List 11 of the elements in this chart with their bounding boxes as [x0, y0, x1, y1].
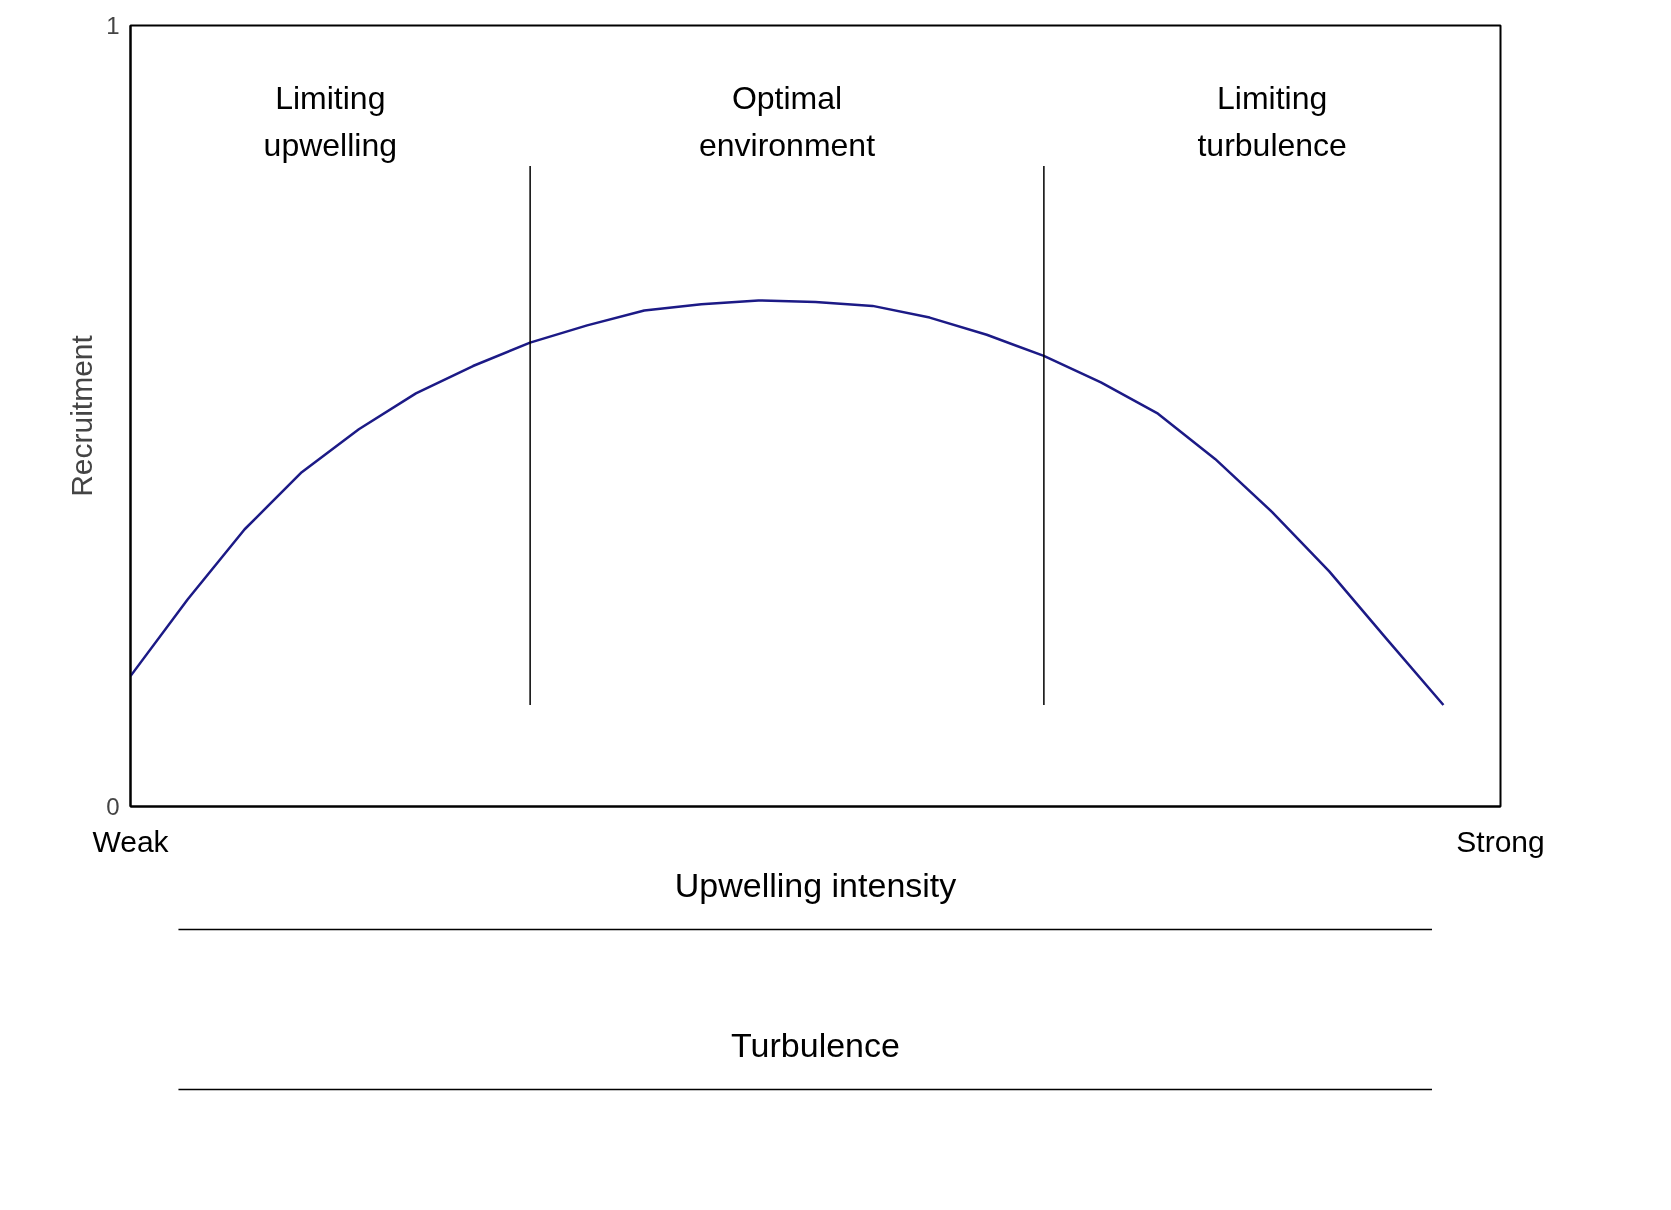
x-axis-title: Upwelling intensity [674, 865, 957, 904]
x-tick-label: Strong [1456, 824, 1545, 858]
annotation: Limiting turbulence [1197, 80, 1347, 163]
x-tick-label: Weak [92, 824, 170, 858]
text: Turbulence [731, 1025, 900, 1064]
y-axis-title: Recruitment [65, 334, 99, 497]
y-tick-label: 0 [106, 793, 120, 820]
annotation: Optimal environment [698, 80, 876, 163]
annotation: Limiting upwelling [263, 80, 398, 163]
y-tick-label: 1 [106, 12, 120, 39]
line-series [130, 299, 1445, 707]
